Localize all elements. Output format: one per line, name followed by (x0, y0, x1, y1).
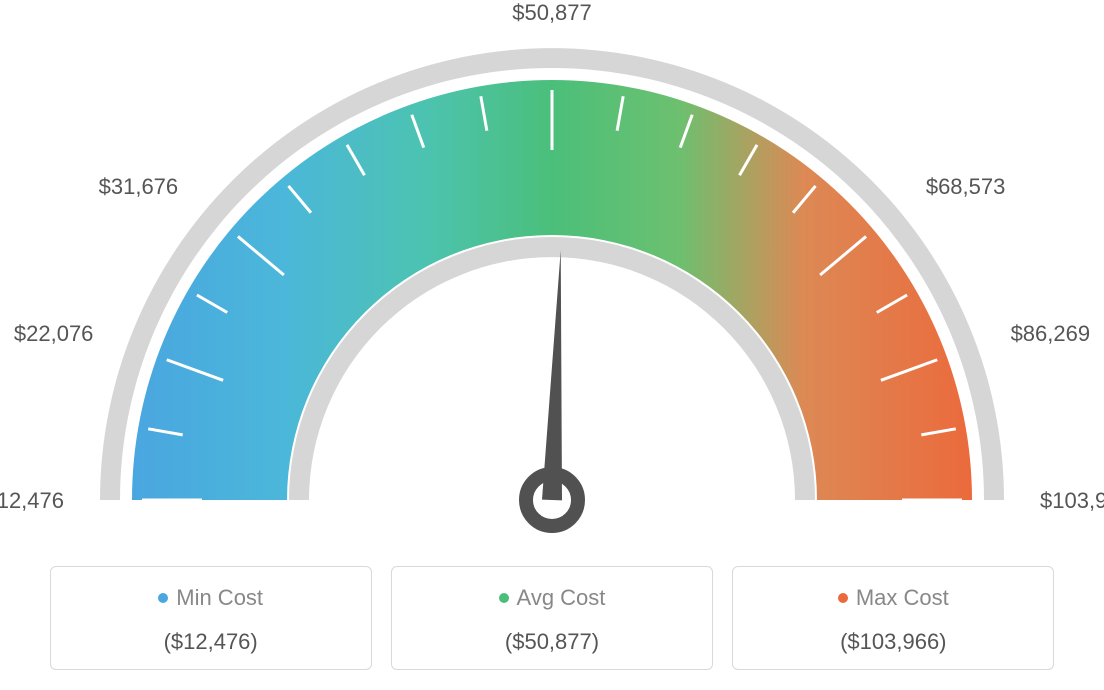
legend-avg-title: Avg Cost (402, 585, 702, 611)
legend-avg-value: ($50,877) (402, 629, 702, 655)
legend-min-title: Min Cost (61, 585, 361, 611)
gauge-chart: $12,476 $22,076 $31,676 $50,877 $68,573 $86,2… (0, 0, 1104, 540)
legend-min-dot (158, 593, 168, 603)
legend-max-value: ($103,966) (743, 629, 1043, 655)
legend-max-title-text: Max Cost (856, 585, 949, 610)
legend-max-dot (838, 593, 848, 603)
legend-max-title: Max Cost (743, 585, 1043, 611)
legend-min-title-text: Min Cost (176, 585, 263, 610)
legend-max-box: Max Cost ($103,966) (732, 566, 1054, 670)
legend-avg-box: Avg Cost ($50,877) (391, 566, 713, 670)
gauge-tick-label: $31,676 (88, 174, 178, 200)
legend-avg-title-text: Avg Cost (517, 585, 606, 610)
gauge-tick-label: $103,966 (1040, 488, 1104, 514)
legend-min-value: ($12,476) (61, 629, 361, 655)
legend-row: Min Cost ($12,476) Avg Cost ($50,877) Ma… (0, 566, 1104, 670)
gauge-tick-label: $68,573 (926, 174, 1006, 200)
cost-gauge-container: $12,476 $22,076 $31,676 $50,877 $68,573 $86,2… (0, 0, 1104, 690)
gauge-tick-label: $86,269 (1011, 321, 1091, 347)
legend-min-box: Min Cost ($12,476) (50, 566, 372, 670)
gauge-tick-label: $50,877 (507, 0, 597, 26)
gauge-tick-label: $22,076 (3, 321, 93, 347)
legend-avg-dot (499, 593, 509, 603)
gauge-tick-label: $12,476 (0, 488, 64, 514)
gauge-svg (0, 0, 1104, 540)
